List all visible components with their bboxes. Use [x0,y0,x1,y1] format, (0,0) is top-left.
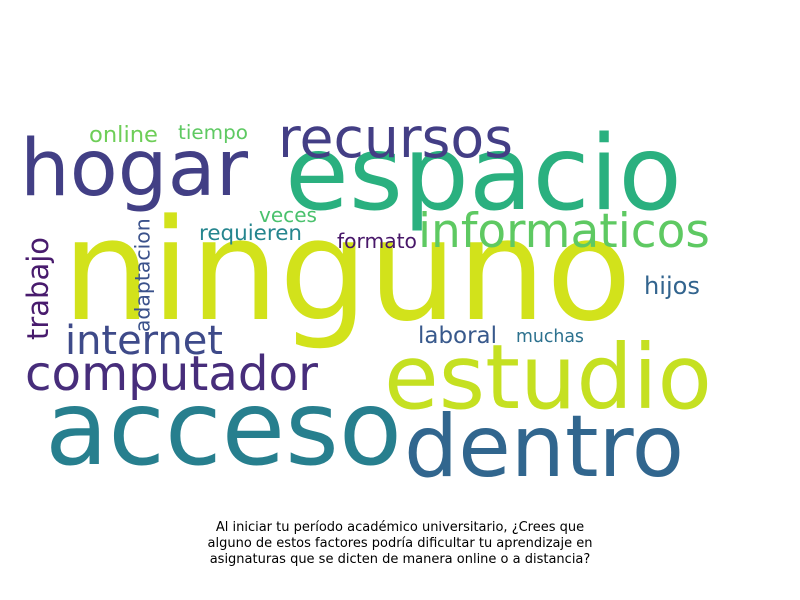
word-acceso: acceso [45,369,402,490]
word-informaticos: informaticos [418,203,710,259]
question-caption: Al iniciar tu período académico universi… [150,520,650,568]
word-estudio: estudio [384,325,712,429]
word-formato: formato [337,228,417,253]
word-muchas: muchas [516,327,584,348]
caption-line-1: Al iniciar tu período académico universi… [215,520,585,535]
word-dentro: dentro [404,398,684,498]
word-trabajo: trabajo [20,236,55,340]
caption-line-2: alguno de estos factores podría dificult… [207,536,593,551]
word-adaptacion: adaptacion [130,218,155,332]
word-online: online [89,121,158,148]
word-laboral: laboral [418,322,497,349]
word-computador: computador [25,345,318,402]
word-hijos: hijos [644,271,700,300]
caption-line-3: asignaturas que se dicten de manera onli… [209,552,591,567]
word-tiempo: tiempo [178,120,248,144]
word-hogar: hogar [20,122,248,215]
word-internet: internet [65,317,223,364]
word-ninguno: ninguno [62,190,632,354]
word-recursos: recursos [278,107,513,172]
word-espacio: espacio [285,114,682,235]
word-requieren: requieren [199,221,302,247]
word-veces: veces [259,203,317,227]
